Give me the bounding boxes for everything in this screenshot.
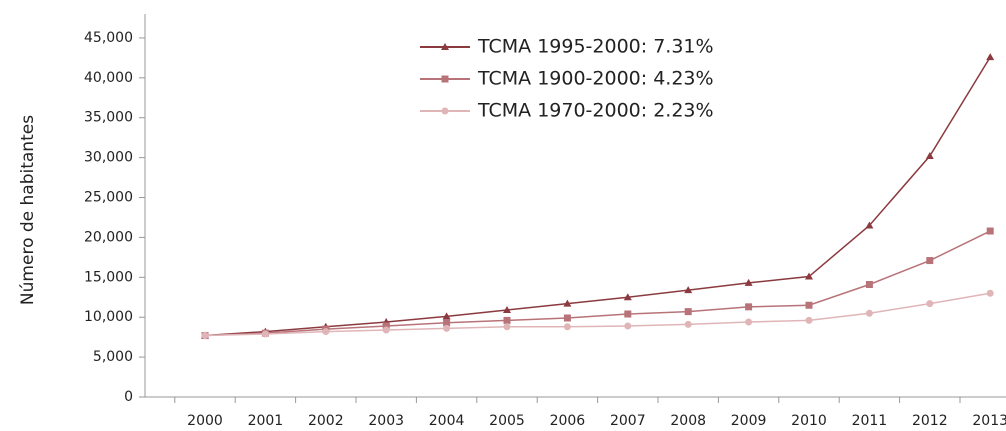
data-point: [684, 286, 693, 294]
y-tick-label: 10,000: [84, 309, 133, 325]
y-tick-label: 0: [124, 389, 133, 405]
data-point: [443, 319, 451, 327]
data-point: [926, 257, 934, 265]
data-point: [442, 312, 451, 320]
data-point: [986, 289, 994, 297]
data-point: [926, 300, 934, 308]
x-tick-label: 2010: [791, 413, 827, 429]
data-point: [925, 152, 934, 160]
legend-label: TCMA 1970-2000: 2.23%: [477, 100, 714, 122]
data-point: [865, 309, 873, 317]
data-point: [503, 306, 511, 314]
x-tick-label: 2002: [308, 413, 344, 429]
legend-marker: [441, 107, 449, 115]
legend-label: TCMA 1900-2000: 4.23%: [477, 68, 714, 90]
data-point: [563, 314, 571, 322]
data-point: [684, 320, 692, 328]
data-point: [382, 326, 390, 334]
data-point: [563, 299, 572, 307]
y-tick-label: 25,000: [84, 190, 133, 206]
data-point: [623, 293, 632, 301]
y-tick-label: 45,000: [84, 30, 133, 46]
x-tick-label: 2006: [550, 413, 586, 429]
data-point: [865, 280, 873, 288]
y-axis-label: Número de habitantes: [18, 115, 38, 305]
x-tick-label: 2011: [852, 413, 888, 429]
data-point: [503, 316, 511, 324]
data-point: [986, 227, 994, 235]
data-point: [865, 221, 874, 229]
data-point: [503, 323, 511, 331]
y-tick-label: 40,000: [84, 70, 133, 86]
x-tick-label: 2007: [610, 413, 646, 429]
data-point: [322, 328, 330, 336]
x-tick-label: 2003: [368, 413, 404, 429]
data-point: [201, 332, 209, 340]
series-line: [204, 292, 991, 337]
y-tick-label: 15,000: [84, 269, 133, 285]
legend-marker: [441, 75, 449, 83]
legend-label: TCMA 1995-2000: 7.31%: [477, 36, 714, 58]
data-point: [805, 301, 813, 309]
x-tick-label: 2004: [429, 413, 465, 429]
y-tick-label: 30,000: [84, 150, 133, 166]
data-point: [624, 310, 632, 318]
x-tick-label: 2000: [187, 413, 223, 429]
series-line: [204, 230, 991, 337]
data-point: [563, 323, 571, 331]
data-point: [805, 272, 813, 280]
x-tick-label: 2012: [912, 413, 948, 429]
y-tick-label: 35,000: [84, 110, 133, 126]
data-point: [805, 316, 813, 324]
x-tick-label: 2009: [731, 413, 767, 429]
series-line: [204, 56, 991, 337]
data-point: [986, 53, 995, 61]
data-point: [624, 322, 632, 330]
data-point: [443, 324, 451, 332]
x-tick-label: 2001: [248, 413, 284, 429]
y-tick-label: 20,000: [84, 229, 133, 245]
x-tick-label: 2005: [489, 413, 525, 429]
data-point: [745, 303, 753, 311]
legend-marker: [441, 43, 449, 50]
data-point: [684, 308, 692, 316]
x-tick-label: 2008: [670, 413, 706, 429]
x-tick-label: 2013: [972, 413, 1006, 429]
data-point: [744, 278, 753, 286]
data-point: [382, 322, 390, 330]
y-tick-label: 5,000: [93, 349, 133, 365]
data-point: [261, 330, 269, 338]
data-point: [745, 318, 753, 326]
